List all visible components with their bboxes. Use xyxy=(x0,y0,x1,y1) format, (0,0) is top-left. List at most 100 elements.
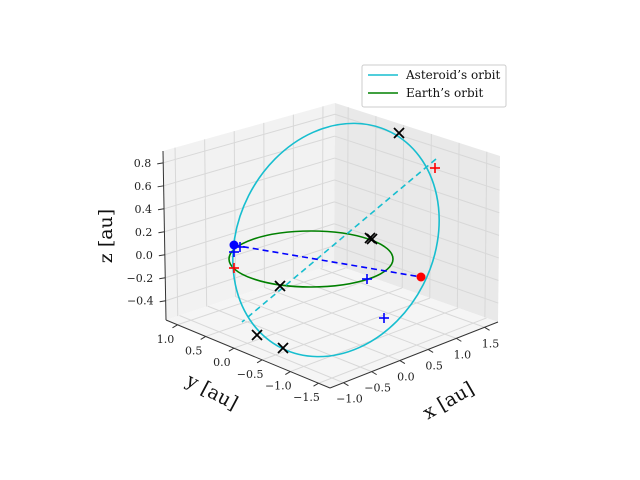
earth-apsides-dashed-line xyxy=(232,244,422,278)
y-tick-label: −1.5 xyxy=(293,391,320,404)
x-floor-gridline xyxy=(320,268,485,328)
legend-label-asteroid: Asteroid’s orbit xyxy=(405,68,500,82)
plot-area xyxy=(228,122,440,358)
z-tick-mark xyxy=(159,300,166,303)
x-tick-mark xyxy=(371,371,377,376)
y-tick-mark xyxy=(200,336,206,340)
earth-orbit-line xyxy=(228,230,394,288)
y-tick-label: −1.0 xyxy=(265,380,292,393)
y-floor-gridline xyxy=(233,287,403,349)
x-tick-label: −0.5 xyxy=(364,382,391,395)
x-axis-label: x [au] xyxy=(419,378,478,425)
x-axis-line xyxy=(329,321,499,389)
y-axis-label: y [au] xyxy=(182,369,242,415)
x-tick-mark xyxy=(456,337,462,342)
x-tick-label: −1.0 xyxy=(336,393,363,406)
y-tick-mark xyxy=(313,382,319,387)
legend-label-earth: Earth’s orbit xyxy=(406,86,483,100)
z-left-gridline xyxy=(165,223,335,279)
x-wall-gridline xyxy=(484,151,488,318)
x-tick-label: 1.0 xyxy=(454,348,472,361)
x-wall-gridline xyxy=(374,116,377,279)
y-floor-gridline xyxy=(261,297,431,361)
axes-panes xyxy=(163,103,500,388)
z-tick-mark xyxy=(157,162,164,165)
y-floor-gridline xyxy=(205,277,374,337)
asteroid-apsides-dashed-line xyxy=(241,158,437,323)
z-left-gridline xyxy=(164,179,335,233)
y-tick-label: −0.5 xyxy=(237,368,264,381)
y-wall-gridline xyxy=(321,106,324,268)
plus-marker xyxy=(229,263,239,273)
z-tick-label: 0.8 xyxy=(134,157,152,170)
y-tick-label: 1.0 xyxy=(157,333,175,346)
z-left-gridline xyxy=(163,135,335,187)
z-tick-mark xyxy=(158,254,165,257)
y-wall-gridline xyxy=(174,147,179,317)
x-floor-gridline xyxy=(179,315,344,384)
z-tick-label: 0.4 xyxy=(135,203,153,216)
z-left-gridline xyxy=(165,245,335,302)
axes-ticks: −1.0−0.50.00.51.01.51.00.50.0−0.5−1.0−1.… xyxy=(127,157,500,406)
x-marker xyxy=(251,329,263,341)
x-tick-label: 1.5 xyxy=(482,337,500,350)
z-right-gridline xyxy=(334,201,499,259)
y-tick-mark xyxy=(172,324,178,329)
plus-marker xyxy=(379,313,389,323)
y-wall-gridline xyxy=(263,122,265,288)
z-tick-mark xyxy=(157,185,164,188)
x-floor-gridline xyxy=(292,277,457,339)
x-tick-label: 0.5 xyxy=(425,359,443,372)
asteroid-orbit-line xyxy=(232,122,440,358)
x-floor-gridline xyxy=(207,305,372,373)
legend: Asteroid’s orbit Earth’s orbit xyxy=(361,64,507,108)
axes-lines xyxy=(162,150,499,389)
x-floor-gridline xyxy=(263,286,429,350)
axes-grid xyxy=(163,106,501,384)
z-right-gridline xyxy=(334,179,500,236)
y-axis-line xyxy=(165,319,331,389)
z-tick-label: −0.2 xyxy=(127,272,154,285)
x-wall-gridline xyxy=(401,125,405,289)
asteroid-position-dot xyxy=(416,272,426,282)
x-marker xyxy=(277,342,289,354)
x-marker xyxy=(366,233,378,245)
y-floor-gridline xyxy=(318,317,487,384)
x-tick-label: 0.0 xyxy=(397,371,415,384)
y-floor-gridline xyxy=(177,267,346,326)
z-left-gridline xyxy=(163,157,335,210)
z-tick-label: −0.4 xyxy=(127,295,154,308)
y-tick-mark xyxy=(285,371,291,375)
z-right-gridline xyxy=(334,135,500,191)
y-tick-label: 0.5 xyxy=(185,344,203,357)
z-tick-label: 0.0 xyxy=(135,249,153,262)
z-axis-line xyxy=(162,150,167,321)
x-tick-mark xyxy=(427,349,434,353)
y-wall-gridline xyxy=(204,139,208,307)
x-marker xyxy=(393,127,405,139)
z-tick-mark xyxy=(158,231,165,234)
y-tick-mark xyxy=(256,359,263,364)
z-axis-label: z [au] xyxy=(95,209,117,263)
x-tick-mark xyxy=(343,382,349,387)
earth-position-dot xyxy=(229,240,239,250)
x-floor-gridline xyxy=(235,296,401,362)
z-tick-mark xyxy=(159,277,166,280)
x-marker xyxy=(274,280,286,292)
plus-marker xyxy=(362,274,372,284)
y-tick-mark xyxy=(228,347,235,352)
x-tick-mark xyxy=(399,360,406,364)
z-tick-label: 0.6 xyxy=(134,180,152,193)
z-tick-label: 0.2 xyxy=(135,226,153,239)
y-tick-label: 0.0 xyxy=(213,356,231,369)
x-wall-gridline xyxy=(346,107,349,269)
floor-pane xyxy=(166,264,498,388)
z-right-gridline xyxy=(334,223,499,281)
plus-marker xyxy=(430,163,440,173)
z-right-gridline xyxy=(333,245,499,304)
z-left-gridline xyxy=(163,113,336,164)
z-right-gridline xyxy=(334,157,500,214)
z-tick-mark xyxy=(157,208,165,211)
x-wall-gridline xyxy=(456,142,460,308)
